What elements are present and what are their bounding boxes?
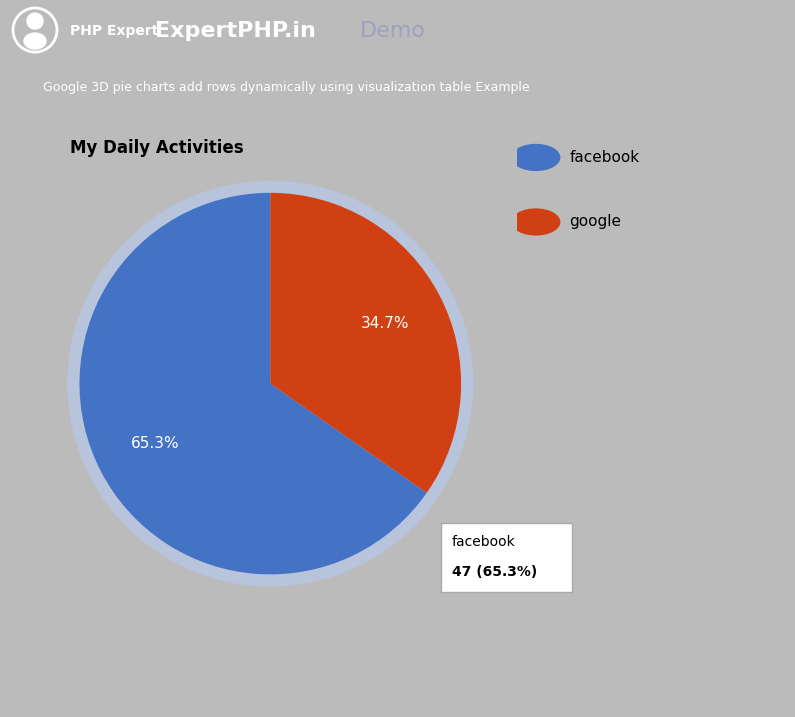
Text: PHP Expert: PHP Expert	[70, 24, 158, 38]
Ellipse shape	[94, 380, 447, 418]
Text: 34.7%: 34.7%	[361, 316, 409, 331]
Text: Demo: Demo	[360, 21, 426, 41]
Ellipse shape	[24, 33, 46, 49]
Circle shape	[512, 145, 560, 171]
Circle shape	[27, 13, 43, 29]
Text: 47 (65.3%): 47 (65.3%)	[452, 566, 537, 579]
Circle shape	[512, 209, 560, 235]
Circle shape	[68, 181, 472, 586]
Text: Google 3D pie charts add rows dynamically using visualization table Example: Google 3D pie charts add rows dynamicall…	[43, 81, 529, 95]
Text: facebook: facebook	[452, 536, 515, 549]
Text: 65.3%: 65.3%	[131, 436, 180, 451]
Text: My Daily Activities: My Daily Activities	[70, 139, 243, 157]
Wedge shape	[80, 193, 427, 574]
Text: facebook: facebook	[569, 150, 639, 165]
Text: google: google	[569, 214, 621, 229]
Text: ExpertPHP.in: ExpertPHP.in	[155, 21, 316, 41]
Wedge shape	[270, 193, 461, 493]
